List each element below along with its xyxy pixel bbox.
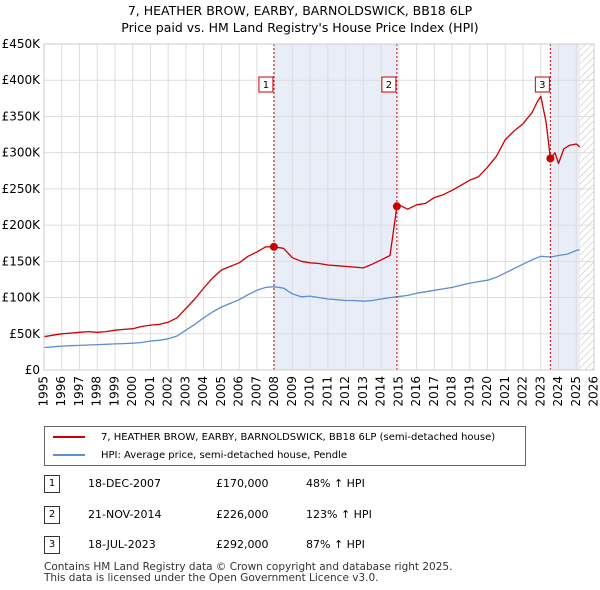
legend-label-hpi: HPI: Average price, semi-detached house,… xyxy=(101,449,348,461)
x-tick-label: 2006 xyxy=(232,376,246,407)
sale-3-point xyxy=(546,154,555,163)
x-tick-label: 2019 xyxy=(462,376,476,407)
x-tick-label: 2020 xyxy=(480,376,494,407)
sale-date: 18-DEC-2007 xyxy=(88,477,162,490)
series xyxy=(43,95,581,349)
x-tick-label: 2012 xyxy=(338,376,352,407)
y-tick-label: £200K xyxy=(2,218,42,232)
chart-subtitle: Price paid vs. HM Land Registry's House … xyxy=(121,20,479,35)
x-tick-label: 2018 xyxy=(445,376,459,407)
x-tick-label: 1995 xyxy=(37,376,51,407)
sale-2-point xyxy=(392,202,401,211)
sale-1-marker-box xyxy=(258,76,274,93)
shaded-periods xyxy=(273,44,594,370)
sale-number: 2 xyxy=(44,506,60,524)
x-tick-label: 2008 xyxy=(267,376,281,407)
legend-swatch-hpi xyxy=(53,454,85,456)
y-tick-label: £50K xyxy=(9,327,41,341)
chart-title-block: 7, HEATHER BROW, EARBY, BARNOLDSWICK, BB… xyxy=(0,2,600,36)
axis-labels: £0 £50K £100K £150K £200K £250K £300K £350K £400… xyxy=(2,37,600,407)
sale-date: 18-JUL-2023 xyxy=(88,538,156,551)
sale-2-marker-box xyxy=(381,76,397,93)
sale-1-marker-label: 1 xyxy=(263,80,269,91)
x-tick-label: 2017 xyxy=(427,376,441,407)
shaded-period-2 xyxy=(550,44,580,370)
y-tick-label: £150K xyxy=(2,254,42,268)
x-tick-label: 2021 xyxy=(498,376,512,407)
footer: Contains HM Land Registry data © Crown c… xyxy=(44,562,452,584)
plot-frame xyxy=(43,43,595,371)
sale-date: 21-NOV-2014 xyxy=(88,508,162,521)
x-tick-label: 2022 xyxy=(516,376,530,407)
sale-markers: 1 2 3 xyxy=(258,44,555,370)
x-tick-label: 2016 xyxy=(409,376,423,407)
y-tick-label: £300K xyxy=(2,146,42,160)
price-paid-line xyxy=(43,95,581,338)
sale-3-marker-box xyxy=(534,76,550,93)
sale-hpi-change: 87% ↑ HPI xyxy=(306,538,365,551)
hpi-line xyxy=(43,249,580,349)
sale-1-point xyxy=(269,242,278,251)
x-tick-label: 2003 xyxy=(178,376,192,407)
x-tick-label: 2002 xyxy=(161,376,175,407)
legend-item-hpi: HPI: Average price, semi-detached house,… xyxy=(53,447,347,463)
legend-item-property: 7, HEATHER BROW, EARBY, BARNOLDSWICK, BB… xyxy=(53,429,495,445)
chart-title: 7, HEATHER BROW, EARBY, BARNOLDSWICK, BB… xyxy=(127,3,473,18)
sale-price: £292,000 xyxy=(216,538,269,551)
x-tick-label: 2013 xyxy=(356,376,370,407)
x-tick-label: 2025 xyxy=(569,376,583,407)
sale-number: 1 xyxy=(44,475,60,493)
x-tick-label: 2024 xyxy=(551,376,565,407)
x-tick-label: 1998 xyxy=(90,376,104,407)
sale-2-marker-label: 2 xyxy=(386,80,392,91)
y-tick-label: £450K xyxy=(2,37,42,51)
legend: 7, HEATHER BROW, EARBY, BARNOLDSWICK, BB… xyxy=(44,426,526,466)
y-tick-label: £350K xyxy=(2,109,42,123)
footer-copyright: Contains HM Land Registry data © Crown c… xyxy=(44,561,453,573)
x-tick-label: 2000 xyxy=(125,376,139,407)
y-tick-label: £250K xyxy=(2,182,42,196)
x-tick-label: 2014 xyxy=(374,376,388,407)
x-tick-label: 1997 xyxy=(72,376,86,407)
x-tick-label: 2010 xyxy=(303,376,317,407)
x-tick-label: 2005 xyxy=(214,376,228,407)
legend-label-property: 7, HEATHER BROW, EARBY, BARNOLDSWICK, BB… xyxy=(101,431,496,443)
sale-3-marker-label: 3 xyxy=(539,80,545,91)
x-tick-label: 2015 xyxy=(391,376,405,407)
x-tick-label: 2026 xyxy=(587,376,600,407)
sale-hpi-change: 123% ↑ HPI xyxy=(306,508,372,521)
y-tick-label: £0 xyxy=(25,363,40,377)
x-tick-label: 2004 xyxy=(196,376,210,407)
x-tick-label: 2011 xyxy=(320,376,334,407)
sale-number: 3 xyxy=(44,536,60,554)
x-tick-label: 2001 xyxy=(143,376,157,407)
x-tick-label: 2009 xyxy=(285,376,299,407)
x-tick-label: 1996 xyxy=(54,376,68,407)
forecast-hatch xyxy=(579,44,594,370)
footer-licence: This data is licensed under the Open Gov… xyxy=(44,572,379,584)
sale-price: £226,000 xyxy=(216,508,269,521)
x-tick-label: 2007 xyxy=(249,376,263,407)
sale-hpi-change: 48% ↑ HPI xyxy=(306,477,365,490)
legend-swatch-property xyxy=(53,436,85,438)
price-chart: 1 2 3 £0 £50K £100K £150K £200K £250K £300K £350K… xyxy=(2,37,600,407)
y-tick-label: £400K xyxy=(2,73,42,87)
shaded-period-1 xyxy=(273,44,397,370)
sale-price: £170,000 xyxy=(216,477,269,490)
x-tick-label: 1999 xyxy=(107,376,121,407)
y-tick-label: £100K xyxy=(2,291,42,305)
x-tick-label: 2023 xyxy=(533,376,547,407)
